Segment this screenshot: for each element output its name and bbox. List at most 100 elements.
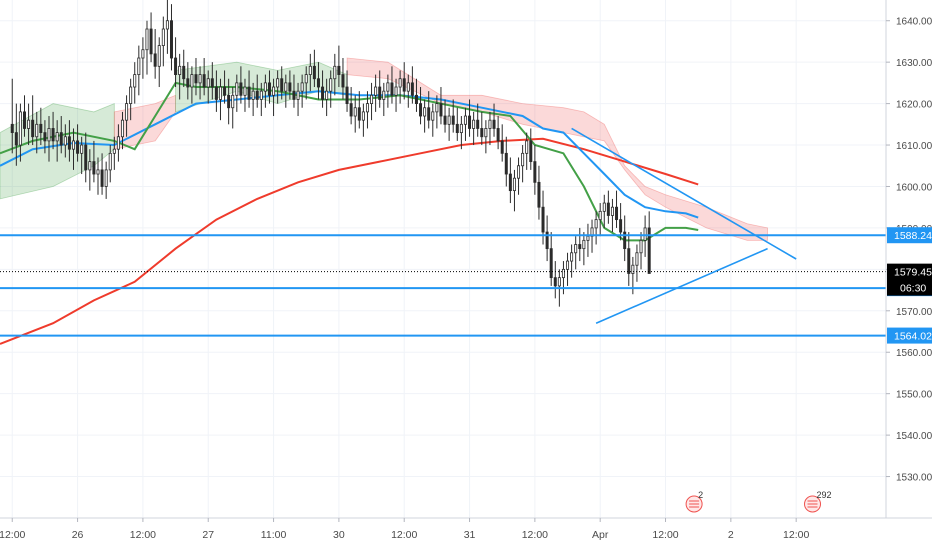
- trendline-lower[interactable]: [595, 247, 768, 324]
- candle-body: [463, 115, 467, 125]
- current-price-badge: [887, 263, 932, 296]
- candle-body: [321, 86, 325, 100]
- candle-body: [484, 128, 488, 138]
- candle-body: [390, 82, 394, 96]
- y-tick-label: 1630.00: [896, 58, 932, 69]
- candle-body: [92, 161, 96, 175]
- x-tick-label: 12:00: [783, 529, 809, 541]
- candle-body: [165, 20, 169, 30]
- candles: [10, 0, 651, 307]
- candle-body: [439, 103, 443, 117]
- candle-body: [378, 86, 382, 100]
- candle-body: [627, 248, 631, 274]
- candle-body: [619, 219, 623, 233]
- candle-body: [141, 49, 145, 59]
- level-price-label: 1588.24: [894, 230, 932, 242]
- candle-body: [84, 144, 88, 171]
- candle-body: [349, 103, 353, 117]
- candle-body: [529, 140, 533, 163]
- candle-body: [615, 206, 619, 221]
- candle-body: [198, 74, 202, 84]
- candle-body: [312, 65, 316, 80]
- candle-body: [447, 115, 451, 125]
- candle-body: [427, 107, 431, 121]
- x-tick-label: 27: [202, 529, 214, 541]
- candle-body: [104, 169, 108, 187]
- candle-body: [410, 82, 414, 96]
- candle-body: [370, 94, 374, 104]
- candle-body: [643, 227, 647, 241]
- candle-body: [108, 152, 112, 171]
- candle-body: [80, 144, 84, 154]
- candle-body: [353, 107, 357, 117]
- candle-body: [263, 82, 267, 92]
- candle-body: [333, 65, 337, 80]
- candle-body: [259, 90, 263, 100]
- moving-average-line: [0, 137, 699, 345]
- candle-body: [423, 107, 427, 117]
- candle-body: [231, 94, 235, 109]
- candle-body: [488, 119, 492, 129]
- candle-body: [598, 210, 602, 221]
- candle-body: [517, 165, 521, 179]
- candle-body: [602, 202, 606, 212]
- candle-body: [610, 206, 614, 216]
- candle-body: [521, 152, 525, 167]
- candle-body: [586, 235, 590, 241]
- candle-body: [161, 28, 165, 46]
- y-tick-label: 1550.00: [896, 390, 932, 401]
- level-price-label: 1564.02: [894, 331, 932, 343]
- candle-body: [153, 53, 157, 67]
- candle-body: [223, 86, 227, 96]
- candle-body: [112, 148, 116, 154]
- candle-body: [47, 128, 51, 142]
- candle-body: [235, 82, 239, 96]
- candle-body: [296, 90, 300, 100]
- candle-body: [304, 74, 308, 84]
- x-tick-label: 2: [728, 529, 734, 541]
- x-tick-label: 26: [72, 529, 84, 541]
- candle-body: [574, 244, 578, 254]
- candle-body: [631, 264, 635, 274]
- trendlines: [571, 127, 797, 324]
- cloud-segment: [346, 57, 768, 241]
- y-tick-label: 1560.00: [896, 348, 932, 359]
- candle-body: [206, 78, 210, 88]
- candle-body: [59, 132, 63, 146]
- x-tick-label: 12:00: [391, 529, 417, 541]
- horizontal-levels: [0, 234, 886, 337]
- candle-body: [22, 111, 26, 129]
- candle-body: [76, 140, 80, 154]
- level-price-badge: [887, 227, 932, 244]
- candle-body: [149, 28, 153, 55]
- candle-body: [341, 74, 345, 88]
- candle-body: [316, 78, 320, 88]
- candle-body: [39, 123, 43, 134]
- trendline-upper[interactable]: [571, 127, 797, 260]
- candle-body: [500, 140, 504, 154]
- candle-body: [394, 86, 398, 96]
- candle-body: [561, 268, 565, 279]
- candle-body: [566, 260, 570, 270]
- candle-body: [382, 90, 386, 100]
- candle-body: [578, 244, 582, 250]
- candle-body: [116, 136, 120, 150]
- candle-body: [431, 111, 435, 121]
- candle-body: [594, 219, 598, 229]
- candle-body: [557, 277, 561, 287]
- candle-body: [361, 111, 365, 121]
- candle-body: [280, 78, 284, 92]
- candle-body: [480, 128, 484, 138]
- event-count-label: 2: [698, 490, 703, 500]
- candle-body: [508, 173, 512, 192]
- candle-body: [329, 78, 333, 92]
- candle-body: [133, 74, 137, 88]
- candle-body: [178, 65, 182, 75]
- x-axis-background: [0, 518, 932, 550]
- candle-body: [276, 78, 280, 88]
- candle-body: [182, 65, 186, 80]
- candle-body: [533, 161, 537, 183]
- candle-body: [88, 161, 92, 171]
- candle-body: [129, 86, 133, 105]
